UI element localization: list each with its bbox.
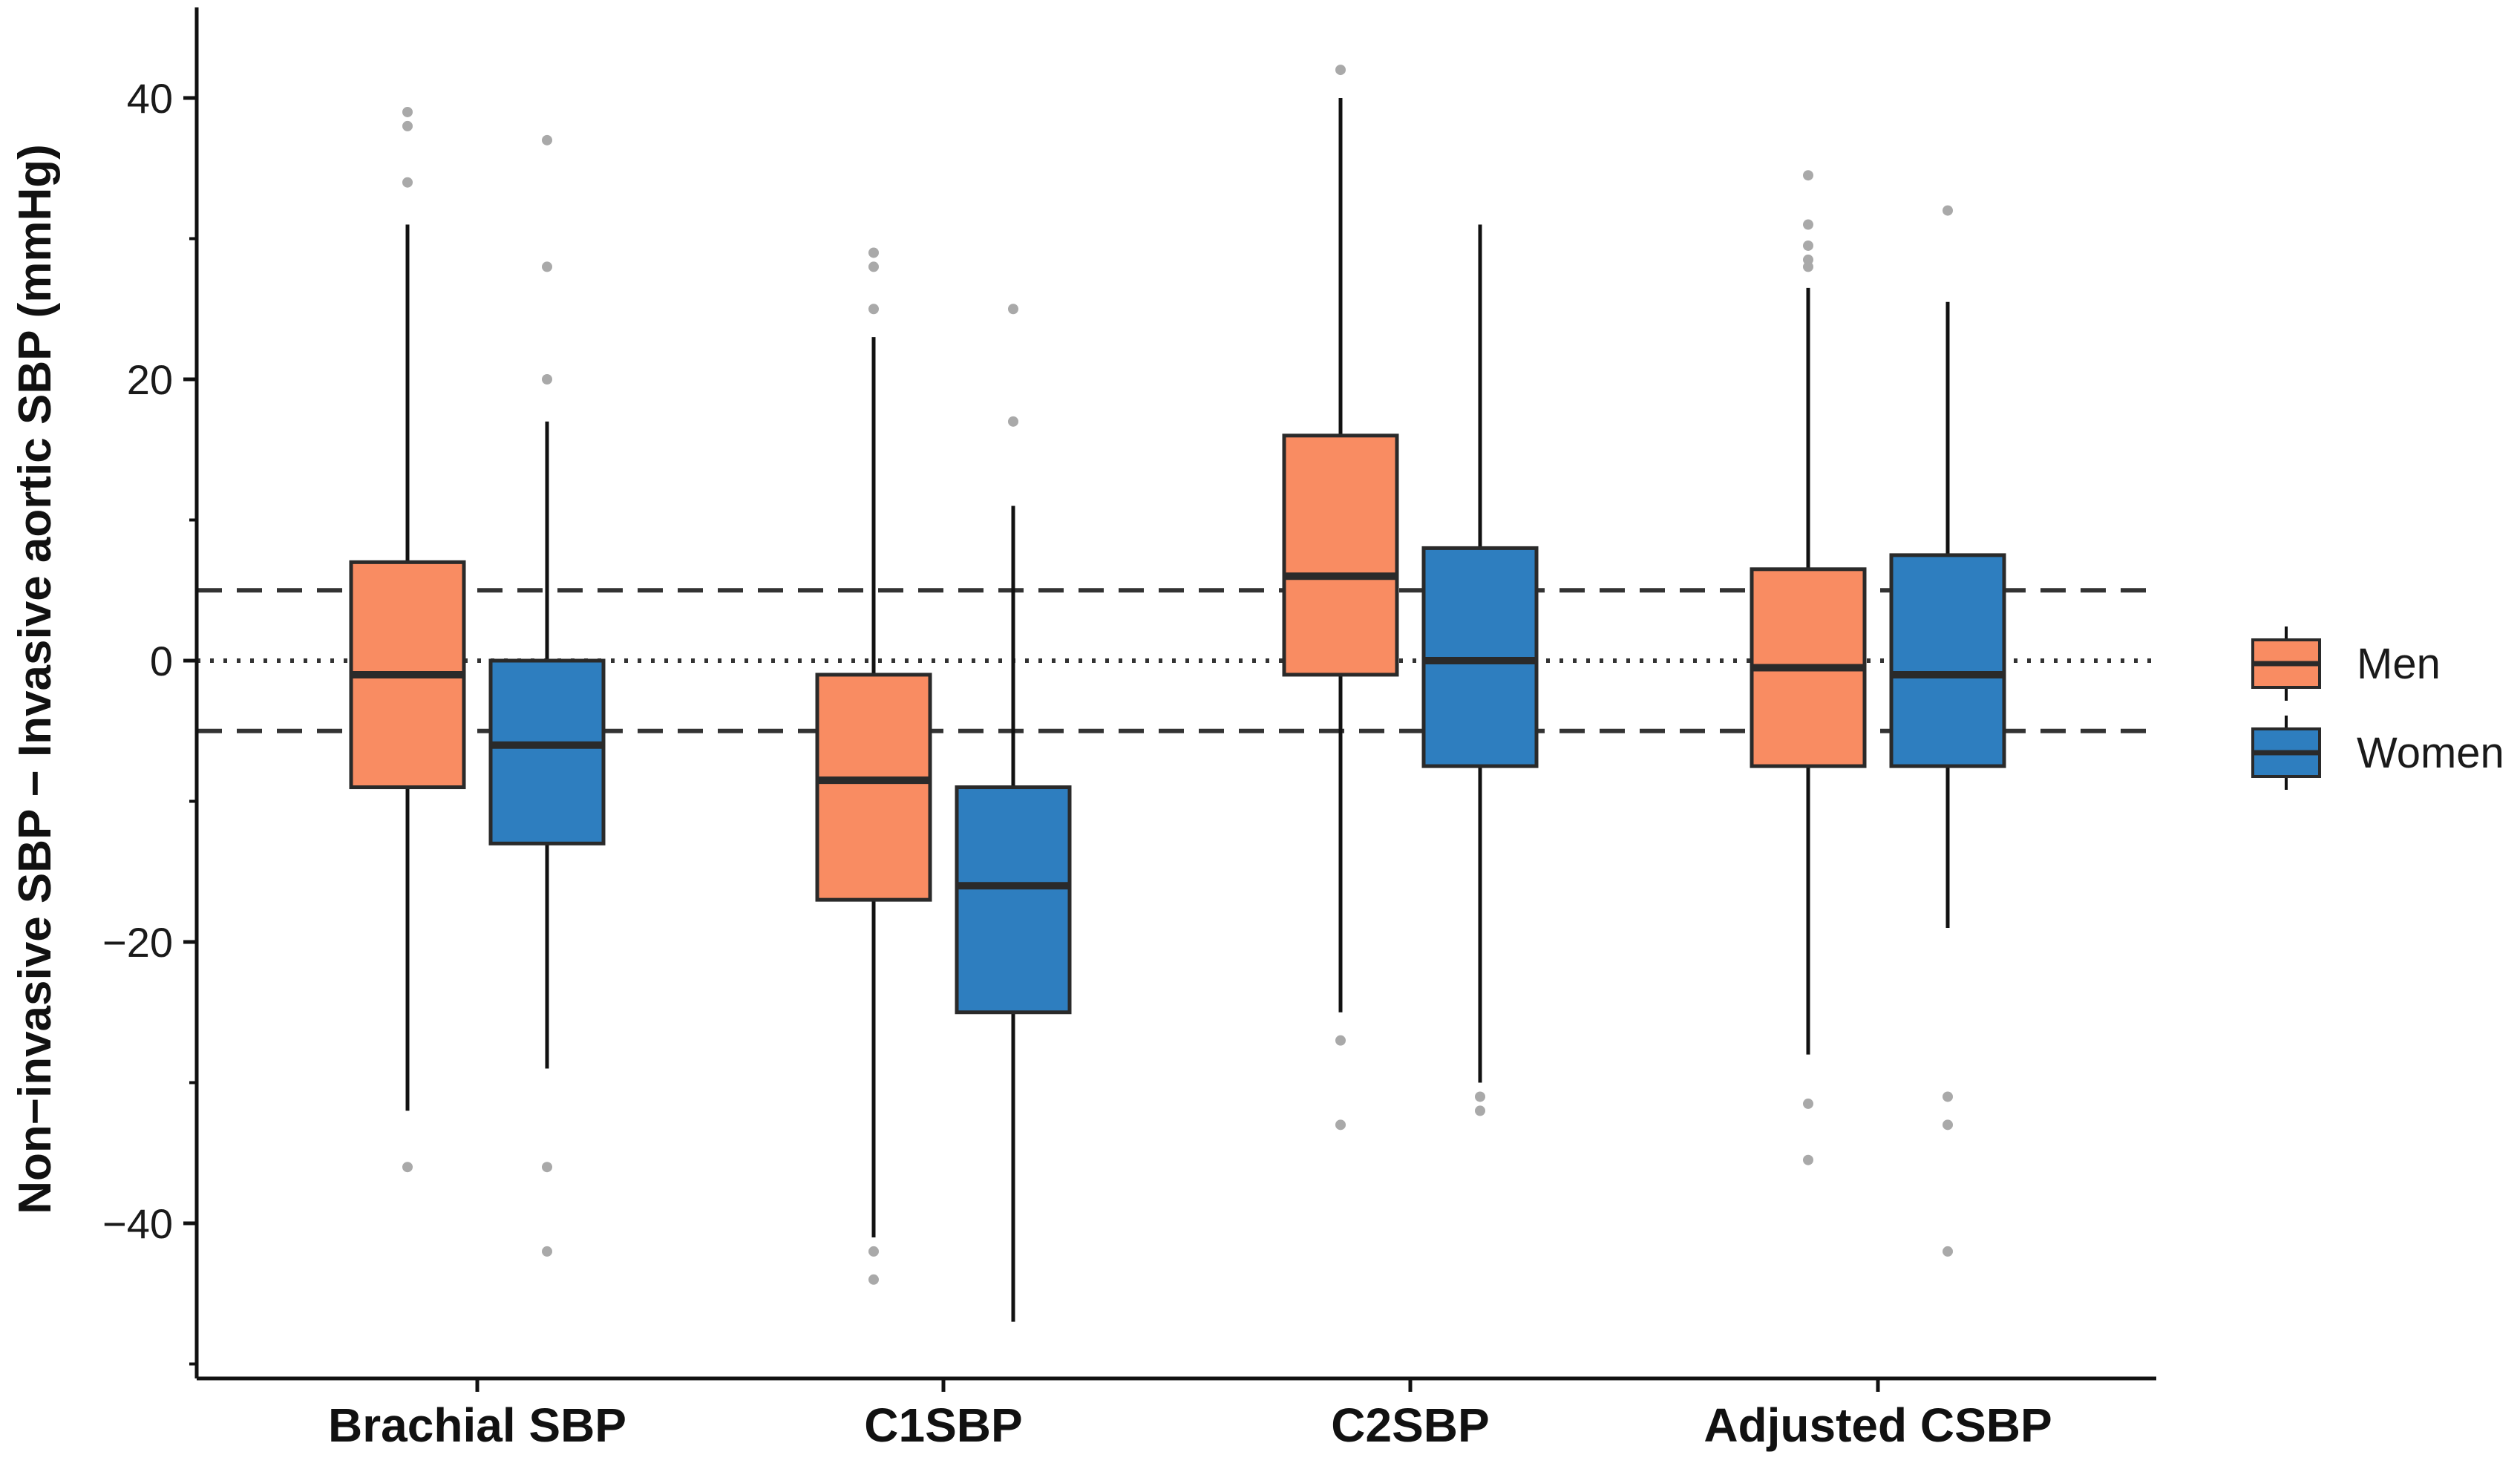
box-iqr bbox=[1282, 433, 1399, 677]
outlier-point bbox=[1803, 170, 1813, 181]
outlier-point bbox=[402, 177, 413, 188]
outlier-point bbox=[1803, 219, 1813, 230]
x-tick-label-brachial-sbp: Brachial SBP bbox=[328, 1398, 626, 1452]
outlier-point bbox=[1803, 1098, 1813, 1109]
outlier-point bbox=[1335, 65, 1346, 76]
y-tick-label: 0 bbox=[150, 638, 173, 684]
box-men-adjusted-csbp bbox=[1750, 170, 1867, 1165]
outlier-point bbox=[868, 261, 879, 272]
outlier-point bbox=[1943, 1119, 1953, 1131]
outlier-point bbox=[1803, 261, 1813, 272]
y-tick-label: 40 bbox=[127, 75, 173, 122]
outlier-point bbox=[1803, 1154, 1813, 1165]
outlier-point bbox=[1943, 1246, 1953, 1257]
outlier-point bbox=[1008, 416, 1018, 427]
y-tick-label: −40 bbox=[102, 1200, 173, 1247]
outlier-point bbox=[868, 304, 879, 315]
box-men-c1sbp bbox=[815, 247, 932, 1285]
outlier-point bbox=[1943, 205, 1953, 216]
box-women-adjusted-csbp bbox=[1889, 205, 2006, 1257]
outlier-point bbox=[1943, 1091, 1953, 1102]
outlier-point bbox=[1335, 1035, 1346, 1046]
outlier-point bbox=[542, 1162, 552, 1173]
box-iqr bbox=[815, 673, 932, 902]
box-women-c1sbp bbox=[955, 304, 1072, 1322]
y-tick-label: 20 bbox=[127, 356, 173, 403]
legend-item-men: Men bbox=[2251, 626, 2441, 701]
outlier-point bbox=[542, 1246, 552, 1257]
outlier-point bbox=[402, 106, 413, 117]
box-men-brachial-sbp bbox=[349, 106, 466, 1173]
outlier-point bbox=[1475, 1105, 1485, 1116]
outlier-point bbox=[402, 120, 413, 131]
legend-label-women: Women bbox=[2357, 729, 2504, 777]
x-tick-label-c2sbp: C2SBP bbox=[1331, 1398, 1489, 1452]
box-iqr bbox=[1889, 553, 2006, 768]
box-series-group bbox=[349, 65, 2006, 1322]
box-iqr bbox=[955, 785, 1072, 1015]
axes: 40 20 0 −20 −40 Brachial SBP C1SBP C2SBP Adjuste… bbox=[102, 7, 2156, 1452]
legend-label-men: Men bbox=[2357, 640, 2441, 688]
series-men bbox=[349, 65, 1867, 1285]
legend-item-women: Women bbox=[2251, 716, 2504, 790]
box-iqr bbox=[488, 658, 606, 845]
outlier-point bbox=[402, 1162, 413, 1173]
box-men-c2sbp bbox=[1282, 65, 1399, 1131]
outlier-point bbox=[1008, 304, 1018, 315]
outlier-point bbox=[868, 1246, 879, 1257]
outlier-point bbox=[542, 134, 552, 145]
box-women-brachial-sbp bbox=[488, 134, 606, 1257]
outlier-point bbox=[1803, 240, 1813, 251]
outlier-point bbox=[868, 247, 879, 258]
series-women bbox=[488, 134, 2006, 1322]
outlier-point bbox=[542, 374, 552, 385]
outlier-point bbox=[542, 261, 552, 272]
outlier-point bbox=[868, 1274, 879, 1285]
outlier-point bbox=[1335, 1119, 1346, 1131]
box-women-c2sbp bbox=[1421, 224, 1539, 1116]
legend: Men Women bbox=[2251, 626, 2504, 790]
x-tick-label-adjusted-csbp: Adjusted CSBP bbox=[1704, 1398, 2052, 1452]
x-tick-label-c1sbp: C1SBP bbox=[864, 1398, 1022, 1452]
y-axis-title: Non−invasive SBP − Invasive aortic SBP (… bbox=[10, 144, 61, 1214]
y-tick-label: −20 bbox=[102, 919, 173, 966]
outlier-point bbox=[1475, 1091, 1485, 1102]
